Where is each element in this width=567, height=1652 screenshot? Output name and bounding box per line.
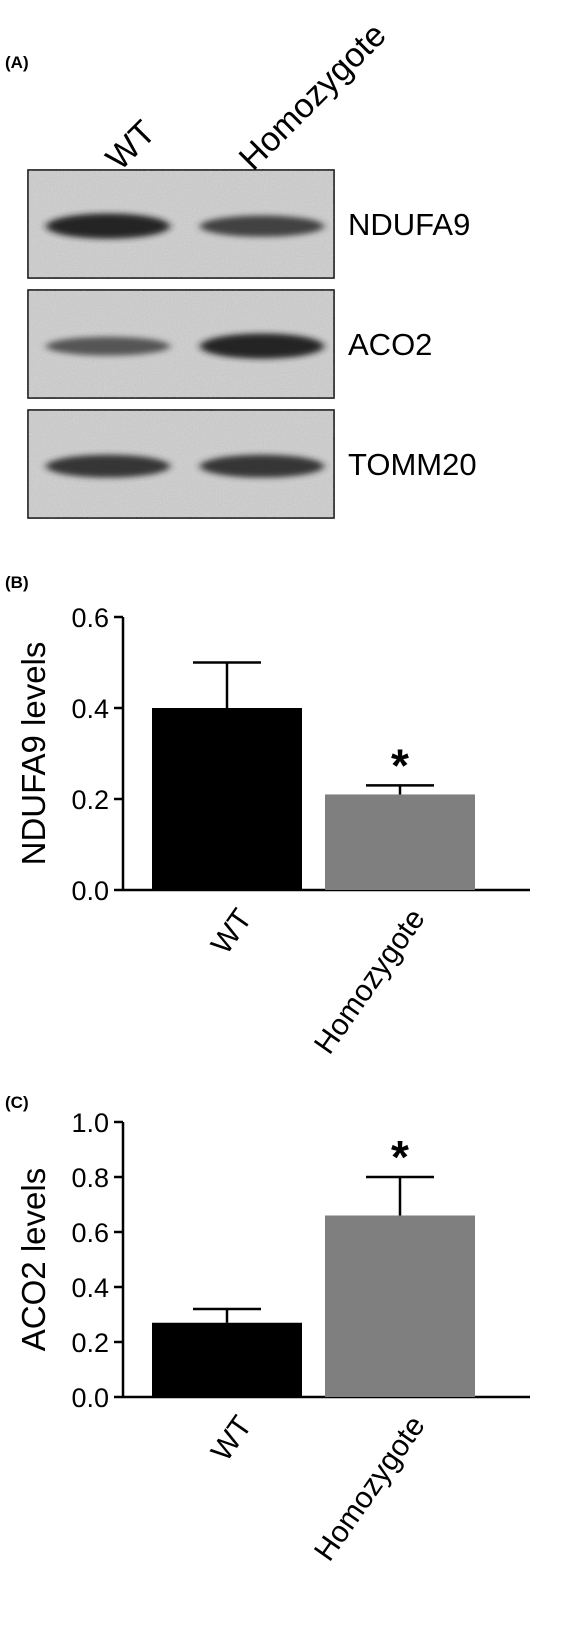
y-tick-label: 0.4 — [71, 694, 109, 724]
ndufa9-bar-chart: 0.0 0.2 0.4 0.6 NDUFA9 levels WT * Homozygote — [15, 603, 530, 1060]
lane-label-wt: WT — [99, 113, 163, 177]
panel-b-label: (B) — [5, 573, 29, 592]
y-axis-title: NDUFA9 levels — [15, 642, 52, 866]
y-tick-label: 0.2 — [71, 785, 109, 815]
blot-ndufa9: NDUFA9 — [27, 169, 470, 279]
panel-a-label: (A) — [5, 53, 29, 72]
y-axis-title: ACO2 levels — [15, 1168, 52, 1351]
band-wt — [46, 336, 170, 356]
significance-star: * — [391, 739, 409, 791]
bar-homozygote — [325, 1215, 475, 1397]
panel-c: (C) 0.0 0.2 0.4 0.6 0.8 1.0 ACO2 levels WT * Homo… — [5, 1093, 530, 1567]
y-tick-label: 0.6 — [71, 1218, 109, 1248]
band-wt — [46, 213, 170, 239]
x-tick-label: WT — [205, 903, 259, 960]
y-tick-label: 0.8 — [71, 1163, 109, 1193]
y-tick-label: 0.0 — [71, 1383, 109, 1413]
blot-aco2: ACO2 — [27, 289, 432, 399]
x-tick-label: Homozygote — [308, 1410, 432, 1567]
y-tick-label: 1.0 — [71, 1108, 109, 1138]
protein-label: NDUFA9 — [348, 207, 470, 242]
x-tick-label: WT — [205, 1410, 259, 1467]
lane-label-homozygote: Homozygote — [232, 16, 394, 178]
bar-wt — [152, 708, 302, 890]
panel-b: (B) 0.0 0.2 0.4 0.6 NDUFA9 levels WT * Homozygo… — [5, 573, 530, 1060]
band-homozygote — [200, 333, 324, 359]
y-tick-label: 0.0 — [71, 876, 109, 906]
band-wt — [46, 454, 170, 478]
protein-label: ACO2 — [348, 327, 432, 362]
panel-c-label: (C) — [5, 1093, 29, 1112]
blot-tomm20: TOMM20 — [27, 409, 477, 519]
bar-wt — [152, 1322, 302, 1397]
western-blots: NDUFA9 ACO2 TOMM20 — [27, 169, 477, 519]
y-tick-label: 0.2 — [71, 1328, 109, 1358]
aco2-bar-chart: 0.0 0.2 0.4 0.6 0.8 1.0 ACO2 levels WT * Homozygo… — [15, 1108, 530, 1567]
band-homozygote — [200, 215, 324, 237]
panel-a: (A) WT Homozygote NDUFA9 ACO2 TOMM20 — [5, 16, 477, 519]
band-homozygote — [200, 454, 324, 478]
significance-star: * — [391, 1131, 409, 1183]
x-tick-label: Homozygote — [308, 903, 432, 1060]
protein-label: TOMM20 — [348, 447, 477, 482]
bar-homozygote — [325, 794, 475, 890]
y-tick-label: 0.6 — [71, 603, 109, 633]
y-tick-label: 0.4 — [71, 1273, 109, 1303]
